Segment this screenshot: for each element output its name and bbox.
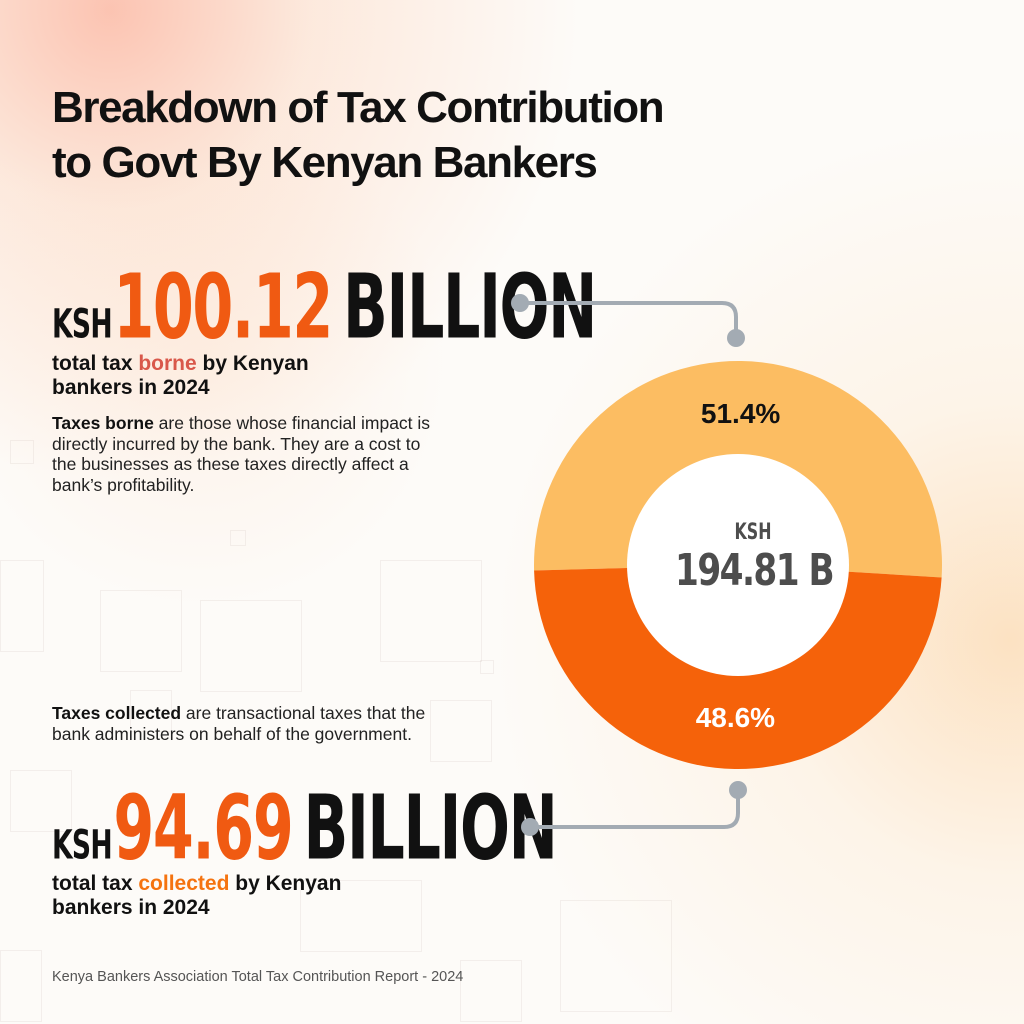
- borne-caption: total tax borne by Kenyan bankers in 202…: [52, 352, 372, 400]
- collected-caption-start: total tax: [52, 872, 139, 895]
- borne-description: Taxes borne are those whose financial im…: [52, 413, 432, 495]
- connector-collected-start-dot: [729, 781, 747, 799]
- borne-caption-highlight: borne: [138, 352, 197, 375]
- collected-amount: 94.69: [113, 775, 293, 880]
- connector-borne: [511, 294, 745, 347]
- connector-borne-end-dot: [727, 329, 745, 347]
- connector-collected-end-dot: [521, 818, 539, 836]
- donut-center-value: 194.81 B: [675, 545, 835, 596]
- collected-unit: BILLION: [303, 775, 558, 880]
- borne-amount: 100.12: [113, 254, 333, 359]
- borne-unit: BILLION: [343, 254, 597, 359]
- collected-description-text: are transactional taxes that the bank ad…: [52, 703, 426, 744]
- borne-currency: KSH: [52, 300, 113, 347]
- collected-description: Taxes collected are transactional taxes …: [52, 703, 432, 744]
- collected-currency: KSH: [52, 821, 113, 868]
- borne-total-figure: KSH100.12 BILLION: [52, 262, 597, 351]
- connector-collected: [521, 781, 747, 836]
- borne-description-text: are those whose financial impact is dire…: [52, 413, 431, 495]
- collected-total-figure: KSH94.69 BILLION: [52, 783, 558, 872]
- borne-description-term: Taxes borne: [52, 413, 154, 433]
- collected-caption-highlight: collected: [138, 872, 230, 895]
- donut-hole: [627, 454, 849, 676]
- donut-center-currency: KSH: [734, 520, 772, 545]
- borne-caption-start: total tax: [52, 352, 139, 375]
- donut-slice-label-collected: 48.6%: [696, 702, 775, 733]
- connector-collected-line: [528, 788, 740, 829]
- donut-slice-label-borne: 51.4%: [701, 398, 780, 429]
- collected-description-term: Taxes collected: [52, 703, 182, 723]
- borne-caption-end: by Kenyan bankers in 2024: [52, 352, 309, 399]
- page-title: Breakdown of Tax Contribution to Govt By…: [52, 80, 812, 190]
- page-title-line-2: to Govt By Kenyan Bankers: [52, 138, 598, 187]
- collected-caption: total tax collected by Kenyan bankers in…: [52, 872, 372, 920]
- collected-caption-end: by Kenyan bankers in 2024: [52, 872, 342, 919]
- page-title-line-1: Breakdown of Tax Contribution: [52, 83, 665, 132]
- source-citation: Kenya Bankers Association Total Tax Cont…: [52, 969, 464, 985]
- connector-borne-line: [518, 301, 738, 340]
- donut-slice-labels: 51.4% 48.6%: [696, 398, 781, 733]
- connector-borne-start-dot: [511, 294, 529, 312]
